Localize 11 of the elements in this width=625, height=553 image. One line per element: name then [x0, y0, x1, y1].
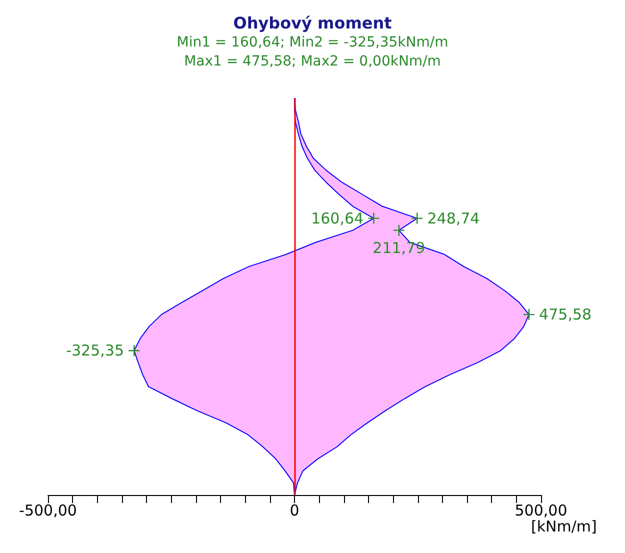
x-tick-label: -500,00: [19, 502, 77, 520]
data-label: 160,64: [311, 209, 364, 228]
x-tick-label: 500,00: [514, 502, 568, 520]
data-label: 211,79: [372, 238, 426, 257]
data-label: 475,58: [539, 306, 592, 324]
chart-title: Ohybový moment: [233, 14, 392, 32]
data-label: -325,35: [66, 342, 124, 360]
data-label: 248,74: [427, 209, 480, 228]
x-axis-title: [kNm/m]: [531, 518, 597, 536]
chart-subtitle: Min1 = 160,64; Min2 = -325,35kNm/m Max1 = 475,58; Max2 = 0,00kNm/m: [176, 34, 448, 70]
x-tick-label: 0: [290, 502, 300, 520]
